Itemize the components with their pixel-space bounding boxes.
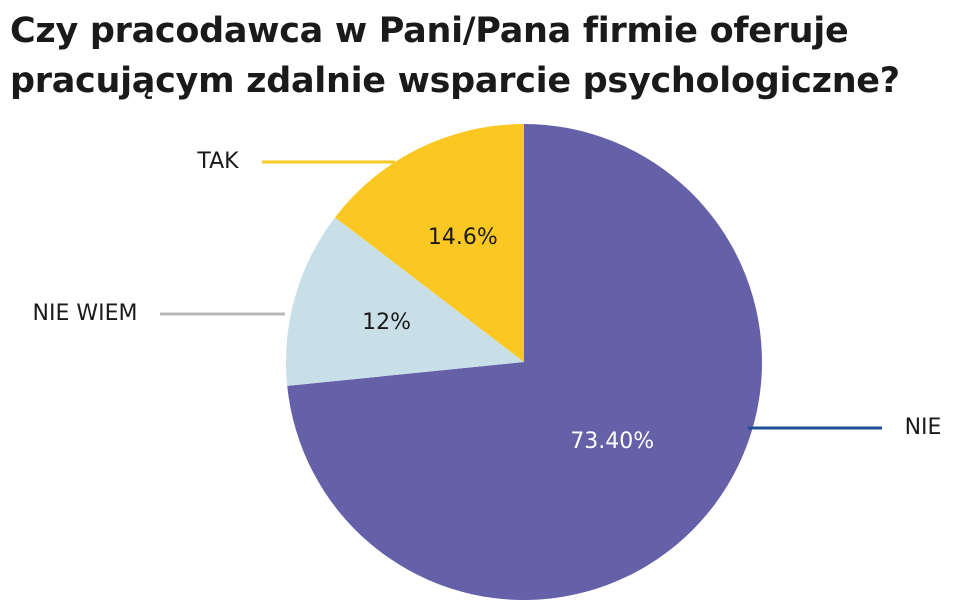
pie-slice — [335, 124, 524, 362]
category-label: TAK — [196, 149, 239, 174]
pie-slice — [287, 124, 762, 600]
value-label: 14.6% — [428, 225, 498, 250]
chart-title: Czy pracodawca w Pani/Pana firmie oferuj… — [10, 11, 900, 101]
category-label: NIE WIEM — [33, 301, 138, 326]
pie-slice — [285, 217, 524, 386]
category-label: NIE — [905, 415, 942, 440]
value-label: 73.40% — [570, 429, 654, 454]
value-label: 12% — [362, 310, 411, 335]
